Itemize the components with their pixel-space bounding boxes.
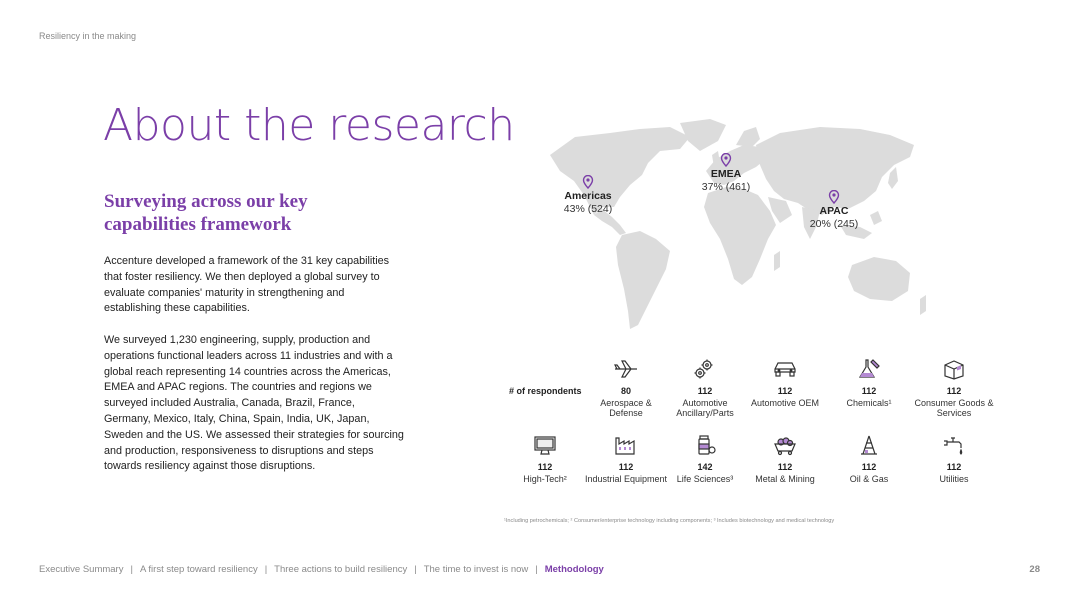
nav-separator: |: [535, 564, 538, 575]
industry-consumer-goods: 112 Consumer Goods & Services: [912, 358, 996, 418]
bottom-nav: Executive Summary | A first step toward re…: [39, 564, 604, 575]
header-tag: Resiliency in the making: [39, 31, 137, 41]
region-name: Americas: [564, 190, 612, 202]
industry-chemicals: 112 Chemicals¹: [827, 358, 911, 408]
mine-cart-icon: [774, 437, 796, 456]
industry-count: 112: [861, 386, 877, 396]
industry-name: Automotive OEM: [750, 398, 820, 408]
monitor-icon: [534, 436, 556, 455]
flask-icon: [858, 359, 880, 378]
region-americas: Americas 43% (524): [556, 175, 620, 216]
region-name: APAC: [819, 205, 849, 217]
page-title: About the research: [103, 100, 515, 151]
industry-count: 112: [946, 462, 962, 472]
industry-name: Life Sciences³: [676, 474, 734, 484]
industry-metal-mining: 112 Metal & Mining: [743, 434, 827, 484]
industry-life-sciences: 142 Life Sciences³: [663, 434, 747, 484]
nav-separator: |: [264, 564, 268, 575]
industry-name: Industrial Equipment: [584, 474, 668, 484]
industry-aerospace: 80 Aerospace & Defense: [584, 358, 668, 418]
industry-count: 112: [618, 462, 634, 472]
nav-first-step[interactable]: A first step toward resiliency: [139, 564, 258, 575]
location-pin-icon: [582, 175, 594, 189]
region-value: 20% (245): [809, 218, 859, 230]
industry-count: 112: [861, 462, 877, 472]
industry-name: High-Tech²: [523, 474, 567, 484]
industry-count: 112: [777, 386, 793, 396]
industry-name: Automotive Ancillary/Parts: [676, 398, 734, 418]
nav-three-actions[interactable]: Three actions to build resiliency: [274, 564, 408, 575]
region-value: 43% (524): [563, 203, 613, 215]
industry-industrial-equipment: 112 Industrial Equipment: [584, 434, 668, 484]
industry-name: Oil & Gas: [849, 474, 889, 484]
region-apac: APAC 20% (245): [802, 190, 866, 231]
industry-count: 112: [777, 462, 793, 472]
region-emea: EMEA 37% (461): [696, 153, 756, 194]
industry-oil-gas: 112 Oil & Gas: [827, 434, 911, 484]
industry-high-tech: 112 High-Tech²: [503, 434, 587, 484]
survey-paragraph: We surveyed 1,230 engineering, supply, p…: [104, 334, 404, 473]
car-icon: [774, 362, 796, 377]
location-pin-icon: [720, 153, 732, 167]
nav-methodology[interactable]: Methodology: [544, 564, 604, 575]
nav-separator: |: [414, 564, 417, 575]
industry-name: Utilities: [939, 474, 969, 484]
industry-name: Chemicals¹: [846, 398, 892, 408]
world-map: [550, 119, 926, 329]
industry-automotive-parts: 112 Automotive Ancillary/Parts: [663, 358, 747, 418]
nav-separator: |: [130, 564, 133, 575]
intro-paragraph: Accenture developed a framework of the 3…: [104, 255, 390, 315]
industry-count: 80: [620, 386, 631, 396]
industry-name: Consumer Goods & Services: [914, 398, 994, 418]
industry-count: 112: [946, 386, 962, 396]
respondents-label: # of respondents: [509, 386, 582, 396]
industry-count: 112: [537, 462, 553, 472]
industry-automotive-oem: 112 Automotive OEM: [743, 358, 827, 408]
airplane-icon: [614, 360, 637, 378]
section-subtitle: Surveying across our key capabilities fr…: [104, 191, 308, 235]
region-value: 37% (461): [701, 181, 751, 193]
nav-time-to-invest[interactable]: The time to invest is now: [423, 564, 529, 575]
location-pin-icon: [828, 190, 840, 204]
footnote: ¹Including petrochemicals; ² Consumer/en…: [504, 518, 835, 524]
industry-name: Metal & Mining: [755, 474, 815, 484]
nav-executive-summary[interactable]: Executive Summary: [39, 564, 124, 575]
factory-icon: [615, 437, 635, 455]
faucet-icon: [944, 437, 963, 455]
industry-utilities: 112 Utilities: [912, 434, 996, 484]
box-icon: [944, 360, 964, 380]
gears-icon: [694, 359, 713, 379]
medicine-icon: [698, 435, 716, 455]
industry-count: 142: [697, 462, 713, 472]
oil-rig-icon: [861, 435, 877, 455]
page-number: 28: [1029, 564, 1040, 575]
industry-name: Aerospace & Defense: [600, 398, 652, 418]
region-name: EMEA: [710, 168, 742, 180]
industry-count: 112: [697, 386, 713, 396]
